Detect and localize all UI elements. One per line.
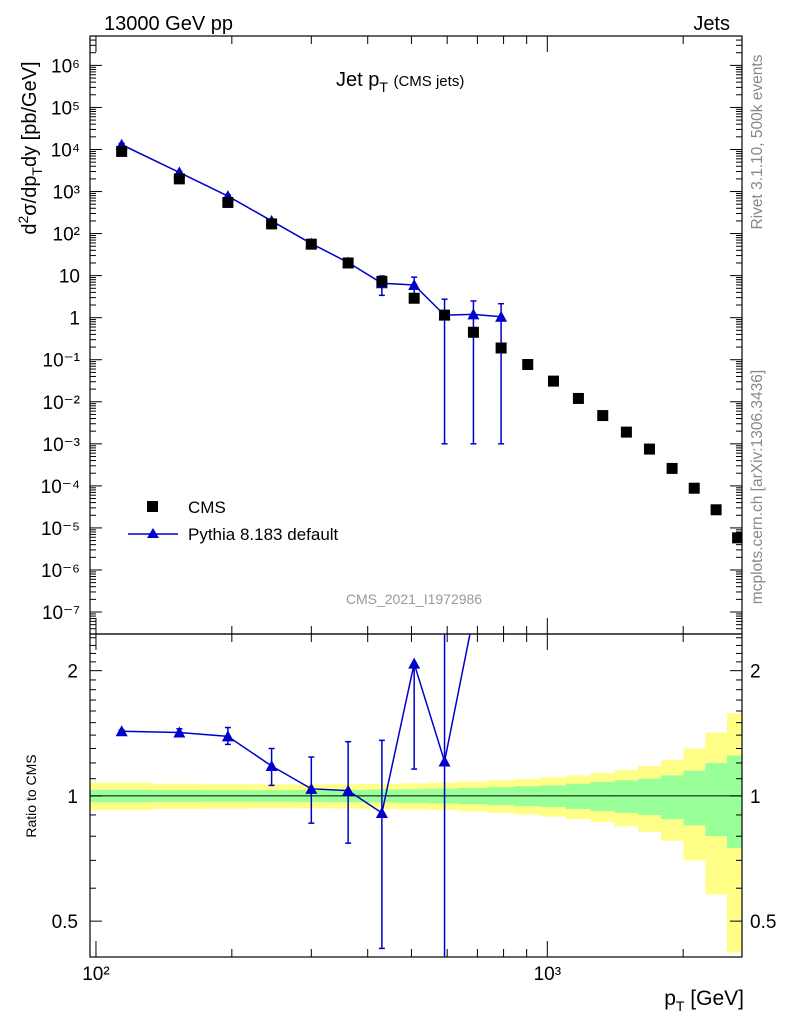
ratio-mc-point xyxy=(438,755,451,767)
data-point xyxy=(547,375,559,387)
ratio-y-tick-label: 0.5 xyxy=(52,912,78,933)
main-y-tick-label: 10⁻⁴ xyxy=(41,477,80,498)
data-point xyxy=(116,145,128,157)
main-frame xyxy=(89,35,743,635)
plot-title-main: Jet p xyxy=(336,69,379,91)
ratio-mc-point xyxy=(173,726,186,738)
x-tick-label: 10³ xyxy=(534,964,561,985)
ratio-y-tick-label: 1 xyxy=(67,787,78,808)
ratio-mc-point xyxy=(305,782,318,794)
legend: CMS Pythia 8.183 default xyxy=(128,498,339,544)
mc-series xyxy=(115,138,508,445)
data-point xyxy=(522,358,534,370)
data-point xyxy=(572,392,584,404)
xlabel-sub: T xyxy=(676,998,685,1014)
plot-title: Jet pT (CMS jets) xyxy=(336,69,464,95)
data-point xyxy=(597,410,609,422)
ratio-mc-point xyxy=(265,760,278,772)
main-y-tick-label: 1 xyxy=(69,309,80,330)
main-y-tick-label: 10⁻² xyxy=(43,393,81,414)
data-point xyxy=(305,238,317,250)
mc-point xyxy=(495,310,508,322)
band-inner-bin xyxy=(638,778,662,815)
data-point xyxy=(643,443,655,455)
mc-point xyxy=(408,278,421,290)
band-inner-bin xyxy=(683,770,706,826)
ratio-y-tick-label-right: 0.5 xyxy=(750,912,776,933)
main-y-tick-label: 10² xyxy=(53,225,80,246)
main-y-tick-label: 10⁻⁵ xyxy=(41,519,80,540)
data-point xyxy=(620,426,632,438)
main-y-tick-label: 10 xyxy=(59,267,80,288)
ratio-mc-point xyxy=(408,657,421,669)
ratio-mc-line xyxy=(121,634,471,815)
uncertainty-band xyxy=(90,713,742,953)
header-right: Jets xyxy=(693,13,730,35)
header-left: 13000 GeV pp xyxy=(104,13,233,35)
data-point xyxy=(342,257,354,269)
data-point xyxy=(408,292,420,304)
main-y-tick-label: 10⁻³ xyxy=(43,435,81,456)
ratio-y-tick-label-right: 1 xyxy=(750,787,761,808)
legend-mc-label: Pythia 8.183 default xyxy=(188,525,339,544)
main-ylabel: d2σ/dpTdy [pb/GeV] xyxy=(15,61,45,234)
xlabel-unit: [GeV] xyxy=(690,987,744,1010)
ratio-mc-point xyxy=(375,806,388,818)
legend-mc-marker xyxy=(147,528,159,538)
main-panel: 10⁻⁷ 10⁻⁶ 10⁻⁵ 10⁻⁴ 10⁻³ 10⁻² 10⁻¹ 1 10 10² 10³ 10⁴… xyxy=(41,35,743,635)
data-point xyxy=(666,462,678,474)
plot-title-suffix: (CMS jets) xyxy=(393,73,464,90)
plot-title-sub: T xyxy=(379,79,388,95)
xlabel-main: p xyxy=(664,987,676,1010)
x-tick-label: 10² xyxy=(82,964,109,985)
data-point xyxy=(173,173,185,185)
ratio-ylabel: Ratio to CMS xyxy=(23,754,39,837)
data-point xyxy=(495,342,507,354)
ratio-mc-point xyxy=(342,784,355,796)
data-series xyxy=(116,145,742,544)
band-inner-bin xyxy=(614,780,639,813)
ratio-panel: 10² 10³ 0.5 0.5 1 1 2 2 xyxy=(52,633,776,985)
main-y-tick-label: 10⁻⁷ xyxy=(42,603,80,624)
main-y-tick-label: 10⁶ xyxy=(51,56,80,77)
main-y-tick-label: 10⁻¹ xyxy=(43,351,81,372)
band-inner-bin xyxy=(705,762,728,837)
x-axis-label: pT [GeV] xyxy=(664,987,744,1014)
ratio-y-tick-label-right: 2 xyxy=(750,662,761,683)
ratio-mc-point xyxy=(115,725,128,737)
ratio-mc-point xyxy=(221,730,234,742)
data-point xyxy=(710,504,722,516)
band-inner-bin xyxy=(590,782,616,811)
main-y-tick-label: 10³ xyxy=(53,183,80,204)
rivet-label: Rivet 3.1.10, 500k events xyxy=(749,54,766,229)
watermark: CMS_2021_I1972986 xyxy=(346,591,482,607)
data-point xyxy=(688,482,700,494)
band-inner-bin xyxy=(726,755,742,848)
data-point xyxy=(222,196,234,208)
mcplots-label: mcplots.cern.ch [arXiv:1306.3436] xyxy=(749,370,766,604)
data-point xyxy=(266,218,278,230)
data-point xyxy=(732,532,742,544)
data-point xyxy=(439,309,451,321)
main-y-tick-label: 10⁵ xyxy=(51,98,80,119)
mc-point xyxy=(467,308,480,320)
legend-data-label: CMS xyxy=(188,498,226,517)
main-y-tick-label: 10⁴ xyxy=(51,140,80,161)
main-y-tick-label: 10⁻⁶ xyxy=(41,561,80,582)
band-inner-bin xyxy=(660,775,684,820)
ratio-y-tick-label: 2 xyxy=(67,662,78,683)
data-point xyxy=(467,326,479,338)
ratio-mc-series xyxy=(115,634,471,957)
legend-data-marker xyxy=(147,501,158,512)
data-point xyxy=(376,275,388,287)
